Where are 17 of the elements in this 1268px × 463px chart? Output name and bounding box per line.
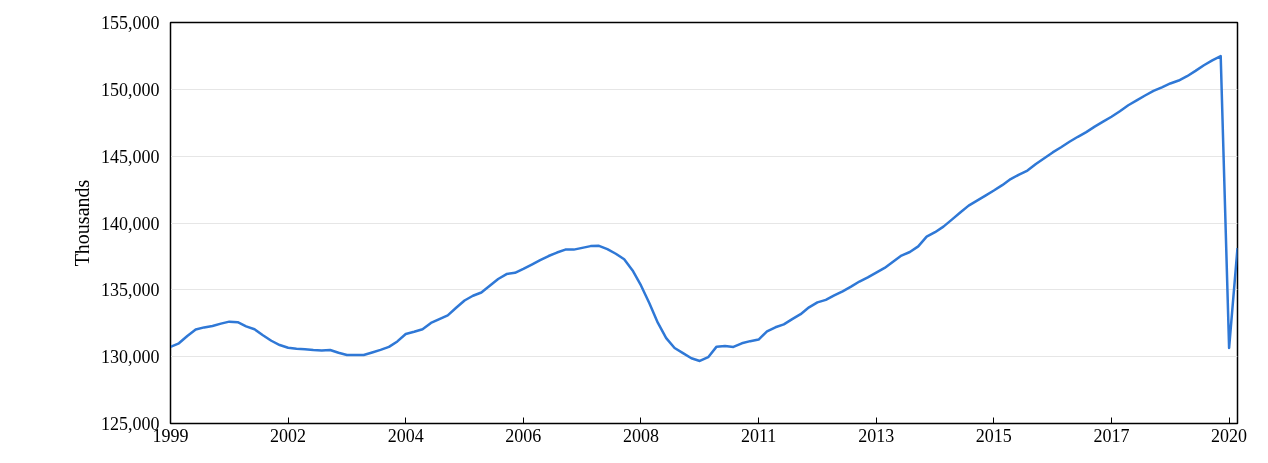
x-tick-label: 2015 [975, 425, 1012, 446]
x-tick-label: 2002 [270, 425, 307, 446]
x-tick-label: 2013 [858, 425, 895, 446]
x-tick-label: 2011 [740, 425, 777, 446]
y-tick-label: 150,000 [101, 79, 160, 100]
line-series [170, 54, 1238, 363]
x-tick-label: 2004 [387, 425, 424, 446]
y-tick-label: 155,000 [101, 13, 160, 33]
x-tick-label: 2006 [505, 425, 542, 446]
y-tick-label: 145,000 [101, 146, 160, 167]
x-tick-label: 2017 [1093, 425, 1130, 446]
y-tick-label: 130,000 [101, 347, 160, 368]
x-tick-label: 2008 [622, 425, 659, 446]
x-tick-label: 2020 [1211, 425, 1248, 446]
y-tick-label: 140,000 [101, 213, 160, 234]
y-axis-title: Thousands [71, 179, 93, 267]
y-tick-label: 135,000 [101, 280, 160, 301]
